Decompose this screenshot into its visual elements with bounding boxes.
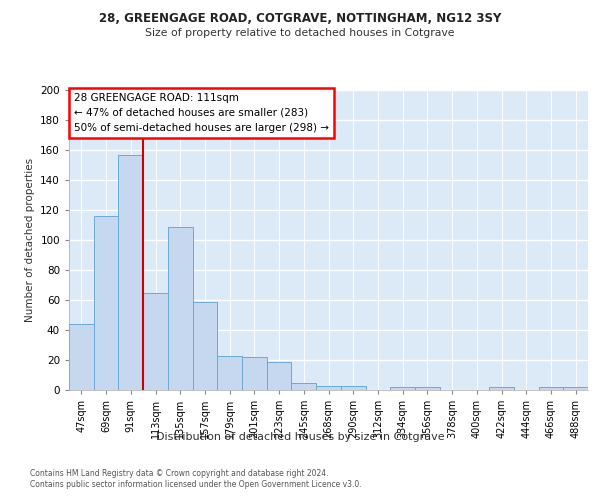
Bar [341, 386, 365, 390]
Bar [267, 362, 292, 390]
Text: Size of property relative to detached houses in Cotgrave: Size of property relative to detached ho… [145, 28, 455, 38]
Text: Contains HM Land Registry data © Crown copyright and database right 2024.: Contains HM Land Registry data © Crown c… [30, 469, 329, 478]
Bar [489, 387, 514, 390]
Bar [118, 154, 143, 390]
Bar [143, 292, 168, 390]
Text: Distribution of detached houses by size in Cotgrave: Distribution of detached houses by size … [155, 432, 445, 442]
Bar [539, 387, 563, 390]
Text: Contains public sector information licensed under the Open Government Licence v3: Contains public sector information licen… [30, 480, 362, 489]
Bar [94, 216, 118, 390]
Bar [292, 382, 316, 390]
Text: 28, GREENGAGE ROAD, COTGRAVE, NOTTINGHAM, NG12 3SY: 28, GREENGAGE ROAD, COTGRAVE, NOTTINGHAM… [99, 12, 501, 26]
Bar [563, 387, 588, 390]
Bar [390, 387, 415, 390]
Bar [217, 356, 242, 390]
Bar [168, 226, 193, 390]
Y-axis label: Number of detached properties: Number of detached properties [25, 158, 35, 322]
Bar [316, 386, 341, 390]
Text: 28 GREENGAGE ROAD: 111sqm
← 47% of detached houses are smaller (283)
50% of semi: 28 GREENGAGE ROAD: 111sqm ← 47% of detac… [74, 93, 329, 132]
Bar [415, 387, 440, 390]
Bar [69, 324, 94, 390]
Bar [242, 357, 267, 390]
Bar [193, 302, 217, 390]
